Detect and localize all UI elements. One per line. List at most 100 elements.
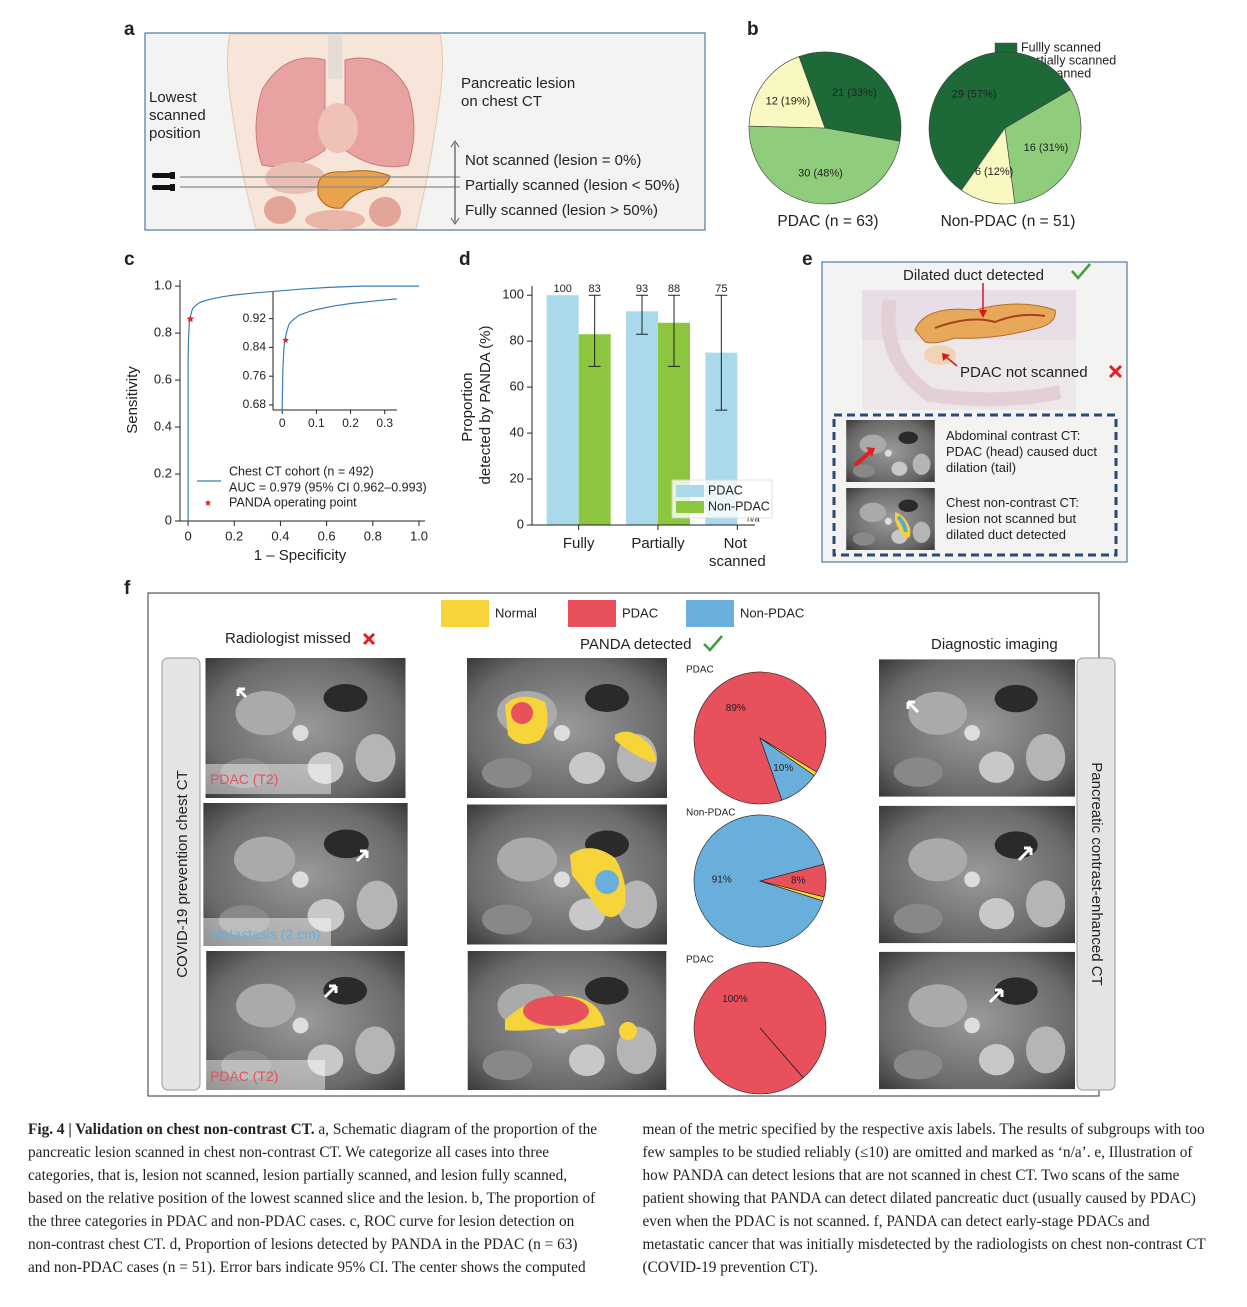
scan-note: Chest non-contrast CT: lesion not scanne… — [946, 495, 1079, 542]
x-tick-label: 0.2 — [225, 528, 243, 543]
legend-star — [204, 499, 212, 506]
operating-point — [282, 336, 289, 344]
y-tick-label: 0.2 — [154, 465, 172, 480]
panel-label: b — [747, 19, 759, 40]
inset-x-tick-label: 0.2 — [342, 416, 359, 430]
panel-label: d — [459, 249, 471, 270]
image-label: PDAC (T2) — [210, 1068, 279, 1084]
slice-label: 30 (48%) — [798, 167, 843, 179]
legend-label: Non-PDAC — [708, 499, 770, 513]
x-axis-label: 1 – Specificity — [254, 547, 347, 564]
legend-label: PDAC — [708, 483, 743, 497]
anatomy-illustration — [152, 33, 460, 230]
y-tick-label: 40 — [510, 425, 524, 440]
side-label: Pancreatic contrast-enhanced CT — [1088, 762, 1105, 986]
slice-label: 6 (12%) — [975, 166, 1014, 178]
pie-slice — [748, 56, 826, 129]
error-bar — [636, 294, 648, 335]
inset-x-tick-label: 0 — [279, 416, 286, 430]
legend-swatch — [676, 485, 704, 497]
legend-annotation: AUC = 0.979 (95% CI 0.962–0.993) — [229, 480, 427, 494]
inset-y-tick-label: 0.84 — [243, 340, 267, 354]
caption-title: Fig. 4 | Validation on chest non-contras… — [28, 1121, 315, 1138]
x-tick-label: 0.6 — [318, 528, 336, 543]
value-label: 93 — [636, 283, 648, 295]
y-tick-label: 0.6 — [154, 372, 172, 387]
pie-title: PDAC — [686, 955, 714, 966]
side-label: COVID-19 prevention chest CT — [174, 770, 191, 978]
slice-label: 8% — [791, 875, 806, 886]
x-tick-label: 0.8 — [364, 528, 382, 543]
pie-slice — [748, 125, 901, 205]
value-label: 100 — [553, 283, 571, 295]
legend-label: PANDA operating point — [229, 495, 357, 509]
panel-label: a — [124, 19, 135, 40]
inset-y-tick-label: 0.76 — [243, 368, 267, 382]
legend-swatch — [994, 42, 1018, 54]
y-axis-label: Proportion detected by PANDA (%) — [459, 326, 494, 485]
x-tick-label: 0 — [184, 528, 191, 543]
value-label: 88 — [668, 283, 680, 295]
lowest-label: Lowest scanned position — [149, 89, 206, 142]
roc-curve — [281, 298, 397, 411]
inset-x-tick-label: 0.1 — [308, 416, 325, 430]
legend-label: Chest CT cohort (n = 492) — [229, 464, 374, 478]
bar — [546, 295, 579, 525]
pie-slice — [759, 737, 817, 776]
legend-label: Non-PDAC — [740, 605, 804, 620]
roc-curve — [187, 285, 419, 521]
scan-note: Abdominal contrast CT: PDAC (head) cause… — [946, 428, 1098, 475]
value-label: 75 — [715, 283, 727, 295]
y-tick-label: 100 — [502, 287, 524, 302]
value-label: 83 — [589, 283, 601, 295]
y-tick-label: 60 — [510, 379, 524, 394]
y-axis-label: Sensitivity — [124, 366, 141, 434]
error-bar — [668, 294, 680, 367]
slice-label: 91% — [712, 875, 732, 886]
level-label: Not scanned (lesion = 0%) — [465, 152, 642, 169]
lesion-label: Pancreatic lesion on chest CT — [461, 75, 576, 110]
legend-label: PDAC — [622, 605, 658, 620]
ct-images — [161, 657, 1116, 1091]
y-tick-label: 0 — [517, 516, 524, 531]
slice-label: 12 (19%) — [766, 95, 811, 107]
pie-title: PDAC (n = 63) — [777, 213, 878, 230]
pie-slice — [693, 814, 825, 948]
x-tick-label: Partially — [631, 535, 685, 552]
image-label: PDAC (T2) — [210, 771, 279, 787]
pie-slice — [960, 127, 1016, 205]
panel-label: f — [124, 578, 131, 599]
column-heading: Radiologist missed — [225, 630, 351, 647]
y-tick-label: 80 — [510, 333, 524, 348]
y-tick-label: 0 — [165, 512, 172, 527]
pie-title: Non-PDAC (n = 51) — [941, 213, 1076, 230]
slice-label: 21 (33%) — [832, 87, 877, 99]
caption: Fig. 4 | Validation on chest non-contras… — [28, 1118, 1213, 1290]
slice-label: 29 (57%) — [952, 88, 997, 100]
pie-slice — [759, 880, 825, 902]
column-heading: PANDA detected — [580, 636, 692, 653]
duct-label: Dilated duct detected — [903, 267, 1044, 284]
legend-label: Normal — [495, 605, 537, 620]
not-scanned-label: PDAC not scanned — [960, 364, 1088, 381]
pie-slice — [1004, 89, 1082, 204]
error-bar — [715, 294, 728, 411]
duct-illustration — [832, 263, 1123, 557]
bar — [626, 311, 658, 525]
inset-plot — [281, 298, 397, 411]
level-label: Fully scanned (lesion > 50%) — [465, 202, 659, 219]
pie-slice — [798, 51, 902, 142]
segmentation-overlays — [362, 632, 723, 1040]
legend-label: Fullly scanned — [1021, 40, 1101, 54]
x-tick-label: 1.0 — [410, 528, 428, 543]
y-tick-label: 1.0 — [154, 278, 172, 293]
panel-label: e — [802, 249, 813, 270]
panel-label: c — [124, 249, 135, 270]
x-tick-label: Not scanned — [709, 535, 766, 570]
y-tick-label: 0.4 — [154, 418, 172, 433]
inset-y-tick-label: 0.92 — [243, 311, 267, 325]
column-heading: Diagnostic imaging — [931, 636, 1058, 653]
slice-label: 100% — [722, 994, 748, 1005]
inset-x-tick-label: 0.3 — [376, 416, 393, 430]
